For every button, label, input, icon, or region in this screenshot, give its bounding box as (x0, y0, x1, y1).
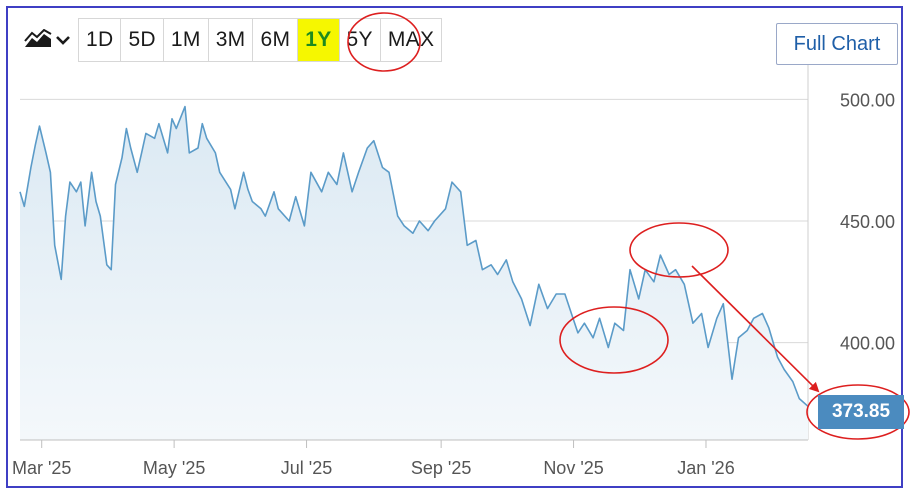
y-tick-label: 500.00 (840, 90, 895, 110)
range-selector: 1D 5D 1M 3M 6M 1Y 5Y MAX (78, 18, 443, 62)
range-1y-button[interactable]: 1Y (298, 19, 340, 61)
x-tick-label: Nov '25 (543, 458, 603, 478)
chevron-down-icon (56, 36, 70, 45)
x-tick-label: May '25 (143, 458, 205, 478)
x-tick-label: Jan '26 (677, 458, 734, 478)
x-tick-label: Jul '25 (281, 458, 332, 478)
chart-toolbar: 1D 5D 1M 3M 6M 1Y 5Y MAX (16, 18, 443, 62)
last-price-tag: 373.85 (818, 395, 904, 429)
annotation-circle-low (559, 306, 669, 374)
x-tick-label: Sep '25 (411, 458, 472, 478)
range-6m-button[interactable]: 6M (253, 19, 299, 61)
range-5d-button[interactable]: 5D (121, 19, 164, 61)
annotation-circle-1y (347, 12, 421, 72)
price-area-fill (20, 106, 808, 440)
annotation-circle-price (806, 384, 910, 440)
range-3m-button[interactable]: 3M (209, 19, 254, 61)
annotation-arrow (691, 265, 820, 393)
price-line (19, 105, 809, 407)
chart-type-selector[interactable] (16, 18, 78, 62)
range-5y-button[interactable]: 5Y (340, 19, 381, 61)
annotation-circle-high (629, 222, 729, 278)
range-1d-button[interactable]: 1D (79, 19, 122, 61)
x-tick-label: Mar '25 (12, 458, 71, 478)
range-1m-button[interactable]: 1M (164, 19, 209, 61)
y-tick-label: 450.00 (840, 212, 895, 232)
y-tick-label: 400.00 (840, 334, 895, 354)
mountain-chart-icon (24, 29, 52, 47)
full-chart-button[interactable]: Full Chart (776, 23, 898, 65)
range-max-button[interactable]: MAX (387, 28, 435, 51)
